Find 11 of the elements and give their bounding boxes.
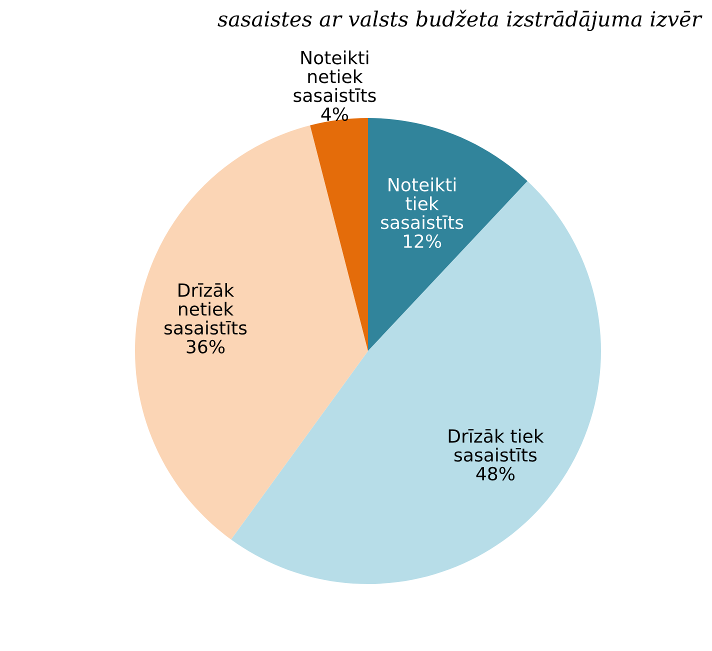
slice-label: Noteikti netiek sasaistīts bbox=[294, 50, 376, 102]
data-label: 12% bbox=[404, 234, 442, 248]
pie-slice bbox=[368, 118, 528, 351]
data-label: 4% bbox=[321, 107, 348, 121]
data-label: 48% bbox=[476, 466, 515, 481]
slice-label: Drīzāk netiek sasaistīts bbox=[164, 282, 247, 335]
slice-label: Drīzāk tiek sasaistīts bbox=[448, 428, 544, 462]
pie-slice bbox=[135, 125, 368, 540]
data-label: 36% bbox=[186, 340, 225, 354]
chart-title: sasaistes ar valsts budžeta izstrādājuma izvēr bbox=[218, 10, 702, 32]
slice-label: Noteikti tiek sasaistīts bbox=[381, 178, 464, 230]
